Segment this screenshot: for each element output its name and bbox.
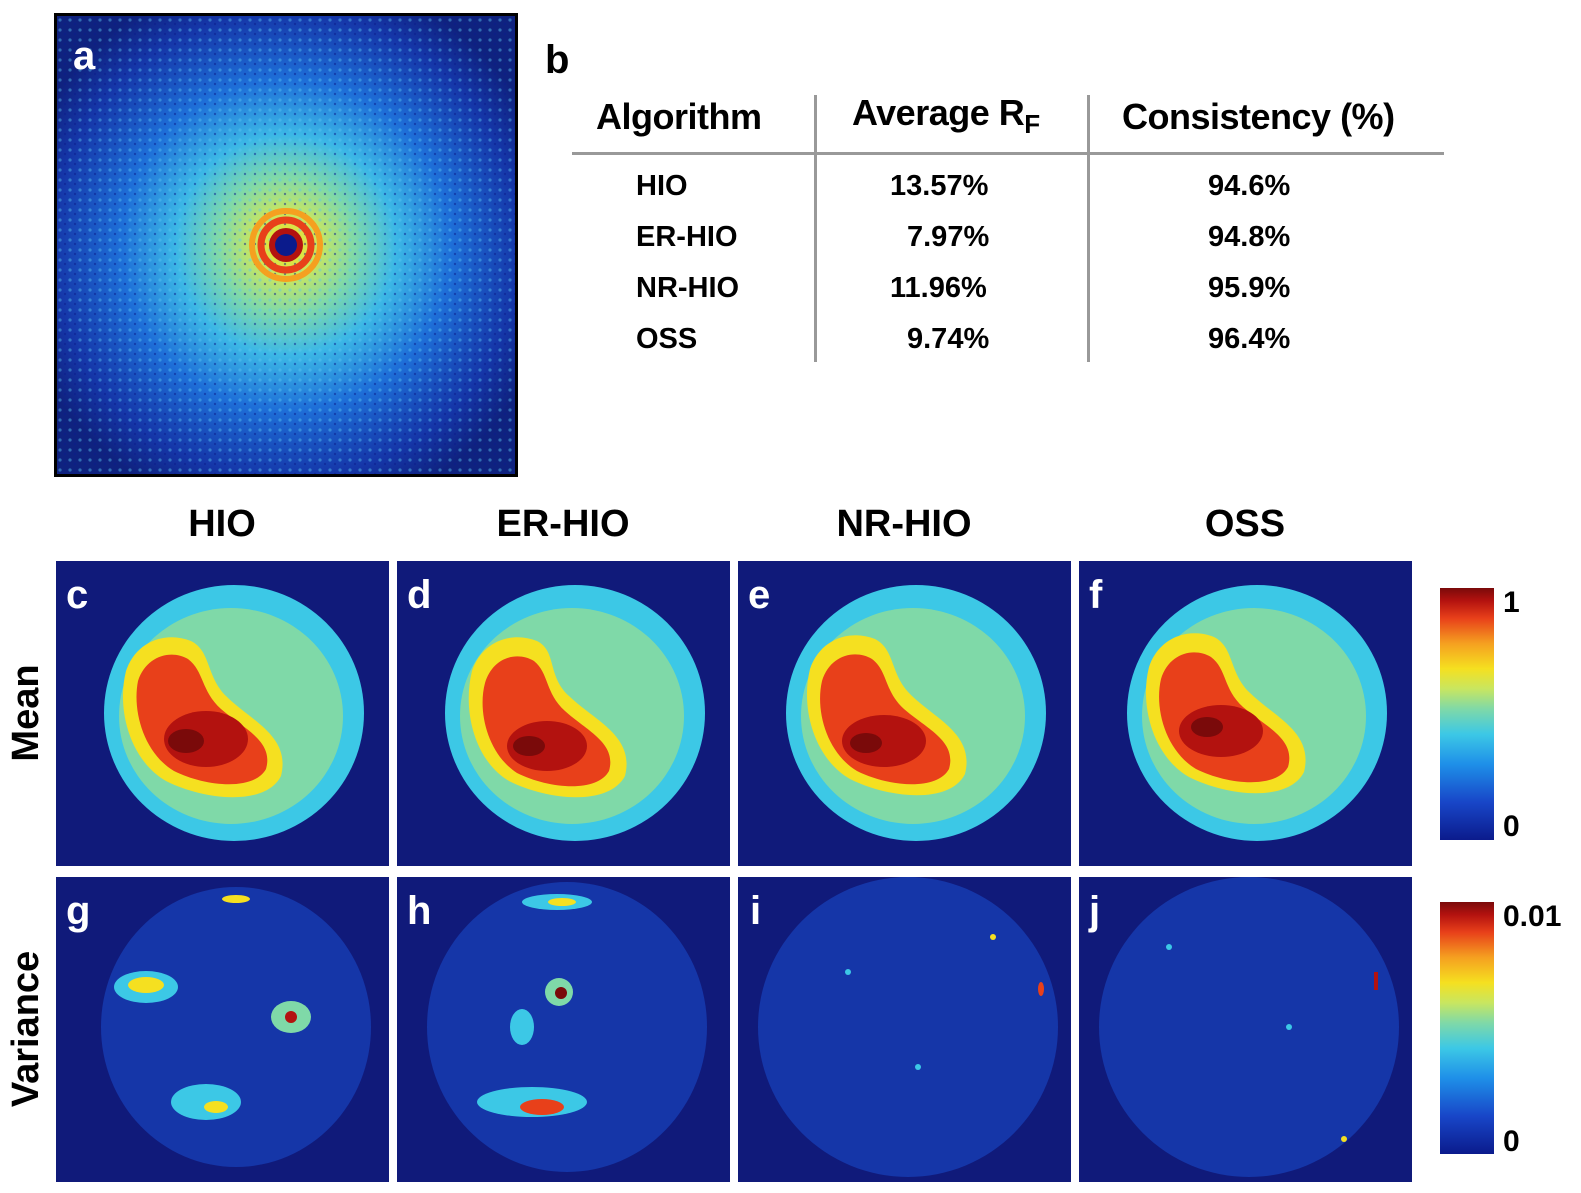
mean-map-nr-hio: e bbox=[738, 561, 1071, 866]
variance-map-nr-hio: i bbox=[738, 877, 1071, 1182]
panel-letter-d: d bbox=[407, 573, 432, 617]
mean-map-er-hio: d bbox=[397, 561, 730, 866]
mean-map-oss-image bbox=[1127, 585, 1387, 841]
colorbar-variance bbox=[1440, 902, 1494, 1154]
table-cell-consistency: 96.4% bbox=[1208, 323, 1291, 355]
panel-letter-h: h bbox=[407, 889, 432, 933]
diffraction-pattern-image bbox=[57, 16, 515, 474]
mean-map-er-hio-image bbox=[445, 585, 705, 841]
panel-letter-c: c bbox=[66, 573, 89, 617]
panel-letter-e: e bbox=[748, 573, 771, 617]
mean-map-hio-image bbox=[104, 585, 364, 841]
mean-map-nr-hio-image bbox=[786, 585, 1046, 841]
table-cell-algorithm: OSS bbox=[636, 323, 698, 355]
panel-letter-i: i bbox=[750, 889, 762, 933]
panel-letter-f: f bbox=[1089, 573, 1103, 617]
table-cell-algorithm: ER-HIO bbox=[636, 221, 738, 253]
variance-map-er-hio-image bbox=[427, 882, 707, 1172]
table-header-consistency: Consistency (%) bbox=[1122, 96, 1395, 137]
table-cell-algorithm: HIO bbox=[636, 170, 688, 202]
table-column-divider-2 bbox=[1087, 95, 1090, 362]
column-header-oss: OSS bbox=[1204, 503, 1286, 545]
row-label-variance: Variance bbox=[5, 950, 47, 1108]
variance-map-oss: j bbox=[1079, 877, 1412, 1182]
table-cell-consistency: 94.8% bbox=[1208, 221, 1291, 253]
panel-letter-j: j bbox=[1089, 889, 1101, 933]
row-label-mean: Mean bbox=[5, 664, 47, 762]
panel-letter-g: g bbox=[66, 889, 91, 933]
column-header-nr-hio: NR-HIO bbox=[836, 503, 972, 545]
table-header-rule bbox=[572, 152, 1444, 155]
colorbar-variance-max-label: 0.01 bbox=[1503, 900, 1562, 933]
table-cell-rf: 13.57% bbox=[890, 170, 989, 202]
table-header-average-rf: Average RF bbox=[852, 92, 1040, 140]
colorbar-mean bbox=[1440, 588, 1494, 840]
variance-map-er-hio: h bbox=[397, 877, 730, 1182]
variance-map-hio: g bbox=[56, 877, 389, 1182]
table-cell-consistency: 94.6% bbox=[1208, 170, 1291, 202]
panel-letter-a: a bbox=[73, 34, 96, 78]
table-cell-algorithm: NR-HIO bbox=[636, 272, 740, 304]
table-header-rf-main: Average R bbox=[852, 92, 1025, 133]
colorbar-variance-min-label: 0 bbox=[1503, 1125, 1520, 1158]
table-cell-rf: 7.97% bbox=[907, 221, 990, 253]
table-column-divider-1 bbox=[814, 95, 817, 362]
mean-map-hio: c bbox=[56, 561, 389, 866]
colorbar-mean-min-label: 0 bbox=[1503, 810, 1520, 843]
panel-letter-b: b bbox=[545, 38, 570, 82]
table-cell-rf: 9.74% bbox=[907, 323, 990, 355]
variance-map-nr-hio-image bbox=[758, 877, 1058, 1177]
variance-map-hio-image bbox=[101, 887, 371, 1167]
table-cell-rf: 11.96% bbox=[890, 272, 987, 304]
column-header-hio: HIO bbox=[188, 503, 256, 545]
column-header-er-hio: ER-HIO bbox=[496, 503, 630, 545]
variance-map-oss-image bbox=[1099, 877, 1399, 1177]
table-cell-consistency: 95.9% bbox=[1208, 272, 1291, 304]
colorbar-mean-max-label: 1 bbox=[1503, 586, 1520, 619]
table-header-rf-sub: F bbox=[1024, 109, 1040, 140]
diffraction-pattern-panel: a bbox=[54, 13, 518, 477]
mean-map-oss: f bbox=[1079, 561, 1412, 866]
table-header-algorithm: Algorithm bbox=[596, 96, 762, 137]
